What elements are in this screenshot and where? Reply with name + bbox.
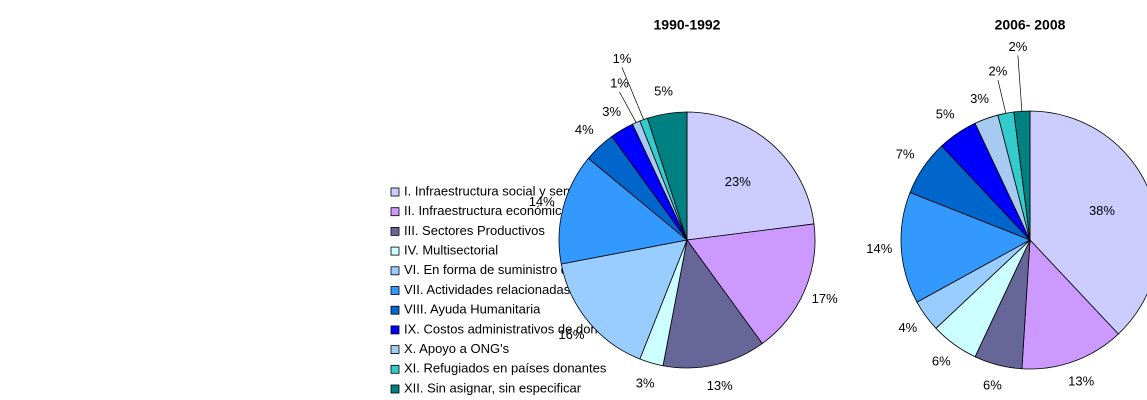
data-label: 3% <box>636 375 655 390</box>
legend-label: XI. Refugiados en países donantes <box>404 361 607 376</box>
legend-label: XII. Sin asignar, sin especificar <box>404 380 582 395</box>
data-label: 2% <box>989 63 1008 78</box>
data-label: 6% <box>932 354 951 369</box>
chart-title: 2006- 2008 <box>995 17 1066 33</box>
legend-swatch <box>390 246 400 256</box>
data-label: 14% <box>529 194 555 209</box>
data-label: 38% <box>1089 203 1115 218</box>
pie-slice <box>646 111 688 241</box>
legend-swatch <box>390 266 400 276</box>
data-label: 1% <box>613 51 632 66</box>
chart-title: 1990-1992 <box>654 17 721 33</box>
data-label: 3% <box>970 91 989 106</box>
data-label: 5% <box>936 107 955 122</box>
legend-swatch <box>390 384 400 394</box>
pie-slice <box>558 157 688 265</box>
legend-swatch <box>390 345 400 355</box>
data-label: 17% <box>812 291 838 306</box>
legend-swatch <box>390 187 400 197</box>
legend-label: VIII. Ayuda Humanitaria <box>404 302 541 317</box>
data-label: 2% <box>1008 39 1027 54</box>
data-label: 1% <box>610 75 629 90</box>
pie-slice <box>560 239 688 360</box>
data-label: 23% <box>725 174 751 189</box>
legend-label: X. Apoyo a ONG's <box>404 341 510 356</box>
data-label: 14% <box>866 241 892 256</box>
legend-swatch <box>390 305 400 315</box>
leader-line <box>997 79 1007 114</box>
pie-slice <box>900 191 1031 303</box>
leader-line <box>619 91 637 123</box>
legend-swatch <box>390 364 400 374</box>
pie-slice <box>1029 110 1147 335</box>
data-label: 4% <box>575 122 594 137</box>
legend-label: IV. Multisectorial <box>404 243 498 258</box>
pie-slice <box>1021 239 1119 370</box>
leader-line <box>1017 55 1023 112</box>
legend-swatch <box>390 325 400 335</box>
data-label: 13% <box>1068 374 1094 389</box>
pie-slice <box>662 239 763 369</box>
leader-line <box>621 67 644 120</box>
legend-label: IX. Costos administrativos de donantes <box>404 321 630 336</box>
pie-slice <box>686 111 815 241</box>
legend-swatch <box>390 286 400 295</box>
data-label: 5% <box>654 83 673 98</box>
legend-swatch <box>390 207 400 217</box>
data-label: 3% <box>602 104 621 119</box>
legend-label: III. Sectores Productivos <box>404 223 545 238</box>
legend-swatch <box>390 226 400 236</box>
legend-label: I. Infraestructura social y servicios <box>404 183 600 198</box>
data-label: 7% <box>896 147 915 162</box>
pie-slice <box>686 223 816 345</box>
data-label: 16% <box>558 327 584 342</box>
data-label: 4% <box>898 320 917 335</box>
data-label: 13% <box>707 378 733 393</box>
data-label: 6% <box>983 378 1002 393</box>
